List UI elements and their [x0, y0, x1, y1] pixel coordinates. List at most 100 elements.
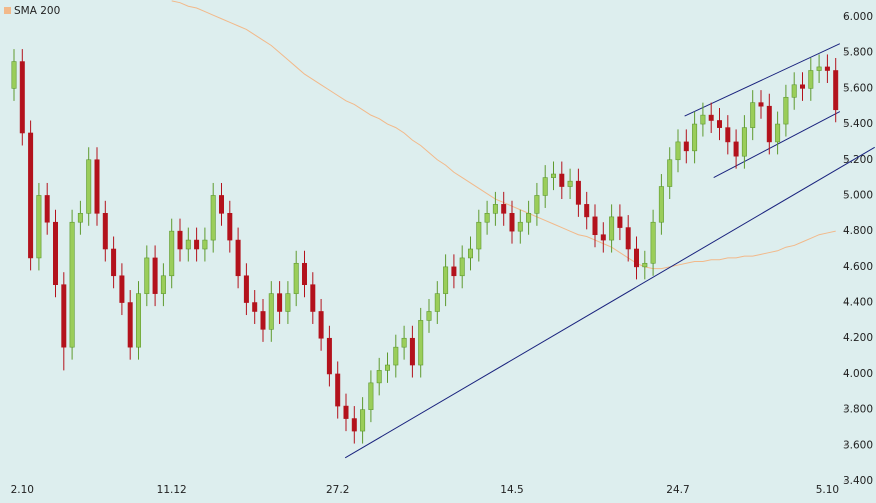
candle-body — [127, 302, 133, 348]
candle-body — [351, 418, 357, 432]
candle-body — [119, 275, 125, 303]
candle-body — [700, 114, 706, 125]
candle-body — [467, 248, 473, 259]
y-tick-label: 5.200 — [843, 154, 873, 166]
candle-body — [833, 70, 839, 111]
candle-body — [52, 221, 58, 286]
candle-body — [219, 195, 225, 214]
y-tick-label: 4.400 — [843, 297, 873, 309]
candle-body — [492, 204, 498, 214]
candle-body — [86, 159, 92, 214]
x-tick-label: 27.2 — [326, 484, 349, 496]
candle-body — [791, 84, 797, 98]
y-tick-label: 3.800 — [843, 404, 873, 416]
x-tick-label: 2.10 — [11, 484, 34, 496]
candle-body — [443, 266, 449, 294]
candle-body — [559, 173, 565, 187]
candle-body — [766, 105, 772, 143]
candle-body — [144, 257, 150, 294]
candle-body — [708, 114, 714, 121]
candle-body — [169, 230, 175, 277]
trend-line — [713, 111, 841, 179]
candle-body — [592, 216, 598, 236]
candle-body — [77, 213, 83, 223]
candle-body — [617, 216, 623, 228]
candle-body — [277, 293, 283, 312]
candle-body — [534, 195, 540, 214]
candle-body — [160, 275, 166, 294]
candle-body — [775, 123, 781, 143]
candle-body — [725, 127, 731, 143]
candle-body — [202, 239, 208, 250]
candle-body — [667, 159, 673, 187]
y-tick-label: 5.600 — [843, 82, 873, 94]
candle-body — [260, 311, 266, 330]
candle-body — [600, 234, 606, 241]
candle-body — [111, 248, 117, 277]
candle-body — [808, 70, 814, 89]
candle-body — [401, 337, 407, 348]
candle-body — [824, 66, 830, 71]
candle-body — [136, 293, 142, 348]
candle-body — [185, 239, 191, 250]
candle-body — [69, 221, 75, 348]
x-tick-label: 14.5 — [500, 484, 523, 496]
candle-body — [550, 173, 556, 178]
candle-body — [235, 239, 241, 277]
candle-body — [642, 262, 648, 268]
candle-body — [285, 293, 291, 312]
candle-body — [741, 127, 747, 157]
candle-body — [716, 120, 722, 128]
legend-label: SMA 200 — [14, 5, 60, 17]
candle-body — [268, 293, 274, 330]
candle-body — [567, 180, 573, 187]
y-tick-label: 5.000 — [843, 189, 873, 201]
candle-body — [343, 405, 349, 419]
candle-body — [692, 123, 698, 152]
candle-body — [816, 66, 822, 71]
candle-body — [28, 132, 34, 259]
candle-body — [459, 257, 465, 277]
candle-body — [609, 216, 615, 241]
legend-swatch — [4, 7, 11, 14]
y-tick-label: 4.000 — [843, 368, 873, 380]
candle-body — [799, 84, 805, 89]
trend-line — [684, 43, 841, 117]
candle-body — [625, 227, 631, 250]
candle-body — [484, 213, 490, 223]
candle-body — [102, 213, 108, 250]
candle-body — [36, 195, 42, 259]
candle-body — [675, 141, 681, 161]
candle-body — [633, 248, 639, 268]
y-tick-label: 6.000 — [843, 11, 873, 23]
candle-body — [542, 177, 548, 196]
candle-body — [409, 337, 415, 366]
y-tick-label: 3.600 — [843, 439, 873, 451]
candle-body — [360, 409, 366, 432]
candle-body — [152, 257, 158, 294]
candle-body — [434, 293, 440, 312]
candle-body — [509, 213, 515, 232]
candle-body — [683, 141, 689, 152]
candle-body — [210, 195, 216, 241]
y-tick-label: 4.800 — [843, 225, 873, 237]
candle-body — [658, 186, 664, 223]
trend-line — [344, 146, 875, 459]
candle-body — [227, 213, 233, 241]
x-tick-label: 11.12 — [157, 484, 187, 496]
candle-body — [19, 61, 25, 134]
candle-body — [451, 266, 457, 277]
candle-body — [476, 221, 482, 250]
candle-body — [293, 262, 299, 294]
candle-body — [368, 382, 374, 410]
candle-body — [326, 337, 332, 375]
candle-body — [61, 284, 67, 348]
y-tick-label: 4.200 — [843, 332, 873, 344]
candle-body — [301, 262, 307, 286]
candle-body — [733, 141, 739, 157]
candle-body — [783, 96, 789, 125]
candle-body — [526, 213, 532, 223]
candle-body — [11, 61, 17, 89]
y-tick-label: 3.400 — [843, 475, 873, 487]
